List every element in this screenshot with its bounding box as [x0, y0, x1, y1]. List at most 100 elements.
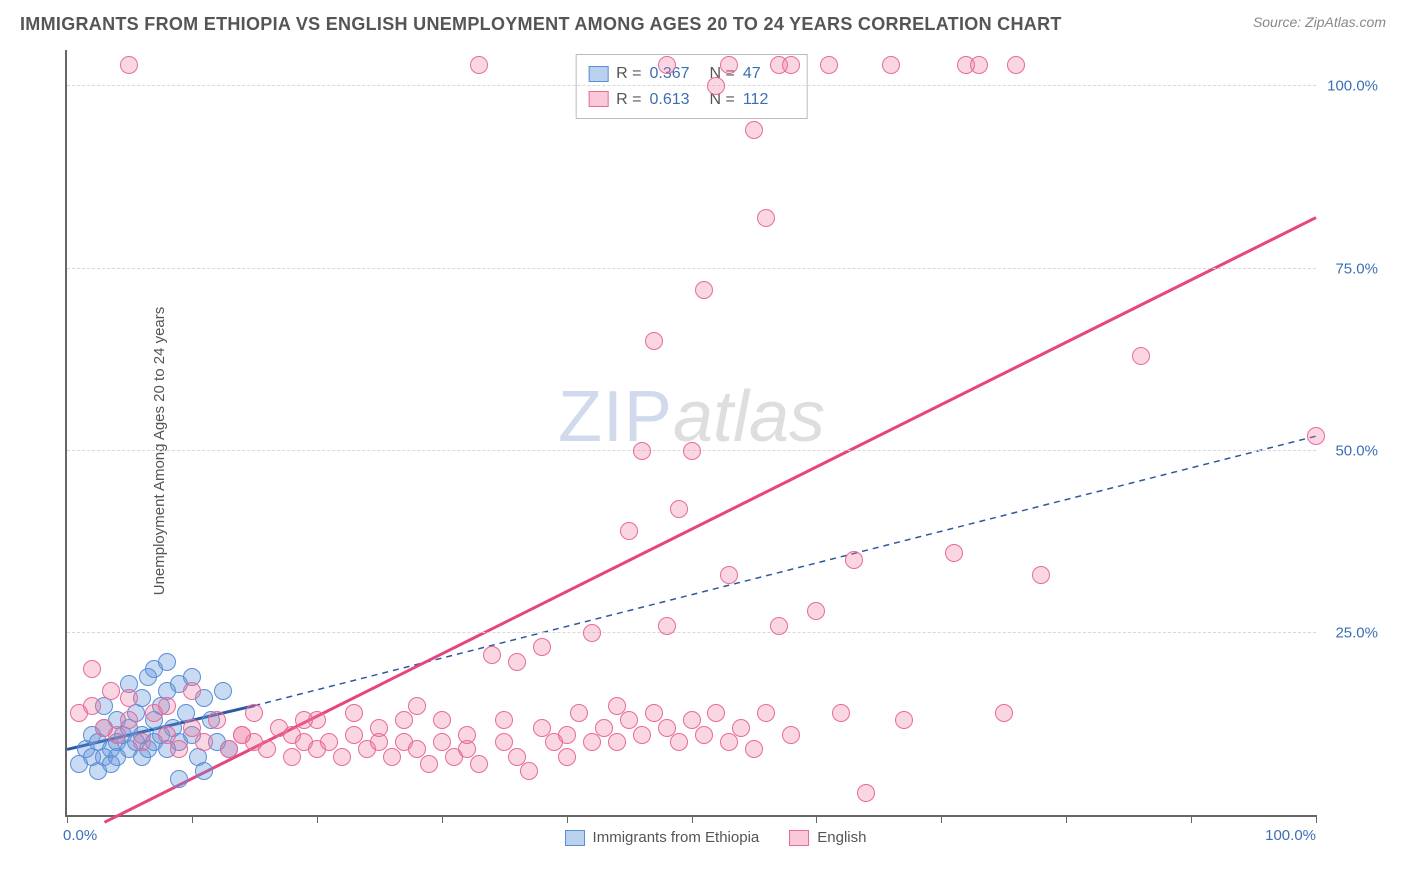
data-point	[670, 500, 688, 518]
data-point	[707, 77, 725, 95]
y-tick-label: 100.0%	[1327, 78, 1378, 95]
data-point	[233, 726, 251, 744]
chart-title: IMMIGRANTS FROM ETHIOPIA VS ENGLISH UNEM…	[20, 14, 1062, 35]
trend-lines-svg	[67, 50, 1316, 815]
data-point	[220, 740, 238, 758]
data-point	[83, 697, 101, 715]
data-point	[558, 726, 576, 744]
legend-swatch	[789, 830, 809, 846]
data-point	[120, 56, 138, 74]
stats-row: R =0.613N =112	[588, 87, 795, 113]
data-point	[720, 566, 738, 584]
data-point	[732, 719, 750, 737]
series-swatch	[588, 66, 608, 82]
x-axis-max-label: 100.0%	[1265, 827, 1316, 844]
stats-row: R =0.367N =47	[588, 61, 795, 87]
data-point	[558, 748, 576, 766]
data-point	[158, 653, 176, 671]
grid-line	[67, 268, 1316, 269]
grid-line	[67, 85, 1316, 86]
stat-r-label: R =	[616, 61, 641, 87]
data-point	[420, 755, 438, 773]
data-point	[383, 748, 401, 766]
data-point	[857, 784, 875, 802]
data-point	[495, 711, 513, 729]
legend-swatch	[565, 830, 585, 846]
data-point	[170, 740, 188, 758]
legend-item: English	[789, 829, 866, 846]
trend-line-extension	[254, 436, 1316, 706]
data-point	[483, 646, 501, 664]
data-point	[345, 704, 363, 722]
x-tick	[1066, 815, 1067, 823]
data-point	[108, 726, 126, 744]
data-point	[832, 704, 850, 722]
data-point	[633, 726, 651, 744]
data-point	[470, 56, 488, 74]
data-point	[520, 762, 538, 780]
plot-area: ZIPatlas R =0.367N =47R =0.613N =112 25.…	[65, 50, 1316, 817]
data-point	[370, 719, 388, 737]
x-tick	[567, 815, 568, 823]
grid-line	[67, 632, 1316, 633]
data-point	[608, 733, 626, 751]
legend-item: Immigrants from Ethiopia	[565, 829, 760, 846]
data-point	[695, 726, 713, 744]
stat-r-value: 0.613	[650, 87, 702, 113]
data-point	[433, 711, 451, 729]
data-point	[258, 740, 276, 758]
data-point	[782, 726, 800, 744]
data-point	[120, 711, 138, 729]
data-point	[470, 755, 488, 773]
data-point	[720, 56, 738, 74]
x-tick	[941, 815, 942, 823]
data-point	[583, 733, 601, 751]
data-point	[570, 704, 588, 722]
data-point	[333, 748, 351, 766]
x-tick	[67, 815, 68, 823]
data-point	[683, 442, 701, 460]
data-point	[882, 56, 900, 74]
data-point	[1132, 347, 1150, 365]
data-point	[658, 617, 676, 635]
data-point	[995, 704, 1013, 722]
data-point	[1007, 56, 1025, 74]
data-point	[658, 56, 676, 74]
data-point	[1032, 566, 1050, 584]
legend-label: Immigrants from Ethiopia	[593, 829, 760, 846]
data-point	[245, 704, 263, 722]
data-point	[533, 638, 551, 656]
data-point	[120, 689, 138, 707]
stat-r-label: R =	[616, 87, 641, 113]
x-axis-min-label: 0.0%	[63, 827, 97, 844]
data-point	[195, 733, 213, 751]
data-point	[283, 748, 301, 766]
data-point	[645, 332, 663, 350]
y-tick-label: 25.0%	[1335, 624, 1378, 641]
data-point	[807, 602, 825, 620]
stat-n-value: 112	[743, 87, 795, 113]
data-point	[102, 682, 120, 700]
x-tick	[1316, 815, 1317, 823]
data-point	[295, 711, 313, 729]
data-point	[720, 733, 738, 751]
data-point	[745, 121, 763, 139]
data-point	[508, 653, 526, 671]
data-point	[83, 660, 101, 678]
data-point	[583, 624, 601, 642]
legend: Immigrants from Ethiopia English	[565, 829, 867, 846]
x-tick	[1191, 815, 1192, 823]
data-point	[845, 551, 863, 569]
data-point	[170, 770, 188, 788]
legend-label: English	[817, 829, 866, 846]
x-tick	[442, 815, 443, 823]
x-tick	[192, 815, 193, 823]
data-point	[158, 697, 176, 715]
x-tick	[317, 815, 318, 823]
y-tick-label: 75.0%	[1335, 260, 1378, 277]
source-attribution: Source: ZipAtlas.com	[1253, 14, 1386, 30]
x-tick	[816, 815, 817, 823]
data-point	[633, 442, 651, 460]
data-point	[195, 762, 213, 780]
x-tick	[692, 815, 693, 823]
